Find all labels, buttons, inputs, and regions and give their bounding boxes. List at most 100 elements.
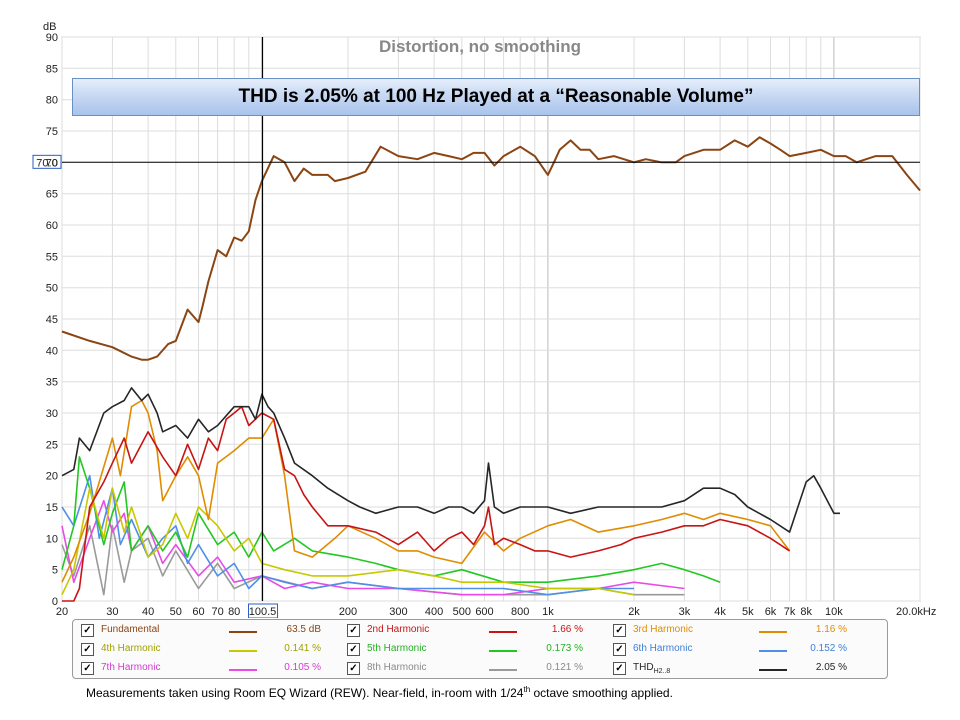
legend-value: 2.05 %: [815, 662, 847, 673]
annotation-banner: THD is 2.05% at 100 Hz Played at a “Reas…: [72, 78, 920, 116]
checkbox[interactable]: ✓: [81, 624, 94, 637]
legend-swatch: [489, 631, 517, 633]
series-line-thd-h2-8: [61, 387, 840, 533]
legend-swatch: [759, 650, 787, 652]
legend-label: 5th Harmonic: [367, 643, 427, 654]
legend-label: 3rd Harmonic: [633, 624, 694, 635]
legend-label: 2nd Harmonic: [367, 624, 430, 635]
x-tick-label: 3k: [679, 606, 691, 618]
legend-item-4th-harmonic[interactable]: ✓ 4th Harmonic 0.141 %: [81, 642, 341, 658]
x-tick-label: 7k: [784, 606, 796, 618]
legend-item-2nd-harmonic[interactable]: ✓ 2nd Harmonic 1.66 %: [347, 623, 607, 639]
legend-value: 0.152 %: [810, 643, 847, 654]
legend-swatch: [229, 669, 257, 671]
x-tick-label: 10k: [825, 606, 843, 618]
x-tick-label: 80: [228, 606, 240, 618]
legend-value: 1.66 %: [551, 624, 583, 635]
x-tick-label: 400: [425, 606, 443, 618]
legend-value: 0.121 %: [546, 662, 583, 673]
x-tick-label: 200: [339, 606, 357, 618]
y-tick-label: 60: [46, 220, 58, 232]
y-tick-label: 10: [46, 533, 58, 545]
checkbox[interactable]: ✓: [613, 624, 626, 637]
cursor-layer: 70.0 100.5: [32, 37, 920, 618]
checkbox[interactable]: ✓: [347, 662, 360, 675]
x-tick-label: 5k: [742, 606, 754, 618]
legend-swatch: [489, 650, 517, 652]
y-tick-label: 25: [46, 439, 58, 451]
thd-subscript: H2..8: [653, 668, 671, 675]
x-tick-label: 4k: [714, 606, 726, 618]
y-tick-label: 45: [46, 314, 58, 326]
series-line-fundamental: [61, 136, 921, 361]
series-line-3rd-harmonic: [61, 399, 791, 583]
checkbox[interactable]: ✓: [347, 624, 360, 637]
legend-value: 63.5 dB: [286, 624, 321, 635]
x-tick-label: 1k: [542, 606, 554, 618]
legend-item-thd[interactable]: ✓ THDH2..8 2.05 %: [613, 661, 883, 677]
distortion-chart: 70.0 100.5 0 5 10 15 20 25 30 35 40 45 50 55 60 65 70 75…: [32, 21, 937, 618]
y-tick-label: 85: [46, 63, 58, 75]
x-tick-label: 60: [192, 606, 204, 618]
x-tick-label: 8k: [800, 606, 812, 618]
checkbox[interactable]: ✓: [613, 662, 626, 675]
cursor-x-readout-box: [248, 603, 279, 618]
checkbox[interactable]: ✓: [81, 662, 94, 675]
legend-label: 7th Harmonic: [101, 662, 161, 673]
x-tick-label: 50: [170, 606, 182, 618]
series-line-2nd-harmonic: [62, 405, 791, 602]
x-tick-label: 40: [142, 606, 154, 618]
legend-item-7th-harmonic[interactable]: ✓ 7th Harmonic 0.105 %: [81, 661, 341, 677]
x-tick-label: 300: [389, 606, 407, 618]
legend-item-fundamental[interactable]: ✓ Fundamental 63.5 dB: [81, 623, 341, 639]
y-tick-label: 90: [46, 32, 58, 44]
axis-layer: 0 5 10 15 20 25 30 35 40 45 50 55 60 65 70 75 80 85 90 20 30…: [46, 32, 937, 618]
y-tick-label: 0: [52, 596, 58, 608]
y-tick-label: 15: [46, 502, 58, 514]
y-tick-label: 35: [46, 377, 58, 389]
legend-swatch: [229, 631, 257, 633]
cursor-x-readout: 100.5: [249, 606, 277, 618]
x-tick-label: 70: [211, 606, 223, 618]
y-tick-label: 65: [46, 189, 58, 201]
y-tick-label: 30: [46, 408, 58, 420]
legend-item-8th-harmonic[interactable]: ✓ 8th Harmonic 0.121 %: [347, 661, 607, 677]
legend-value: 0.173 %: [546, 643, 583, 654]
legend-swatch: [229, 650, 257, 652]
legend-label: 8th Harmonic: [367, 662, 427, 673]
y-tick-label: 5: [52, 565, 58, 577]
y-tick-label: 55: [46, 251, 58, 263]
x-tick-label: 2k: [628, 606, 640, 618]
legend-label: Fundamental: [101, 624, 160, 635]
legend-item-6th-harmonic[interactable]: ✓ 6th Harmonic 0.152 %: [613, 642, 883, 658]
x-tick-label: 20.0kHz: [896, 606, 936, 618]
x-tick-label: 600: [475, 606, 493, 618]
cursor-y-readout-box: [32, 154, 62, 169]
legend-item-3rd-harmonic[interactable]: ✓ 3rd Harmonic 1.16 %: [613, 623, 883, 639]
series-layer: [61, 136, 921, 602]
checkbox[interactable]: ✓: [347, 643, 360, 656]
y-tick-label: 20: [46, 471, 58, 483]
x-tick-label: 30: [106, 606, 118, 618]
checkbox[interactable]: ✓: [613, 643, 626, 656]
legend-value: 0.105 %: [284, 662, 321, 673]
x-tick-label: 6k: [765, 606, 777, 618]
y-tick-label: 50: [46, 283, 58, 295]
y-tick-label: 80: [46, 95, 58, 107]
legend-label: THDH2..8: [633, 662, 670, 675]
y-tick-label: 75: [46, 126, 58, 138]
legend-label: 4th Harmonic: [101, 643, 161, 654]
caption-superscript: th: [523, 685, 531, 694]
legend-swatch: [489, 669, 517, 671]
legend-swatch: [759, 669, 787, 671]
x-tick-label: 500: [453, 606, 471, 618]
legend: ✓ Fundamental 63.5 dB ✓ 2nd Harmonic 1.6…: [72, 619, 888, 679]
legend-value: 0.141 %: [284, 643, 321, 654]
legend-item-5th-harmonic[interactable]: ✓ 5th Harmonic 0.173 %: [347, 642, 607, 658]
caption: Measurements taken using Room EQ Wizard …: [86, 685, 673, 700]
y-axis-unit: dB: [43, 21, 56, 33]
series-line-4th-harmonic: [61, 487, 635, 596]
checkbox[interactable]: ✓: [81, 643, 94, 656]
legend-value: 1.16 %: [815, 624, 847, 635]
x-tick-label: 800: [511, 606, 529, 618]
